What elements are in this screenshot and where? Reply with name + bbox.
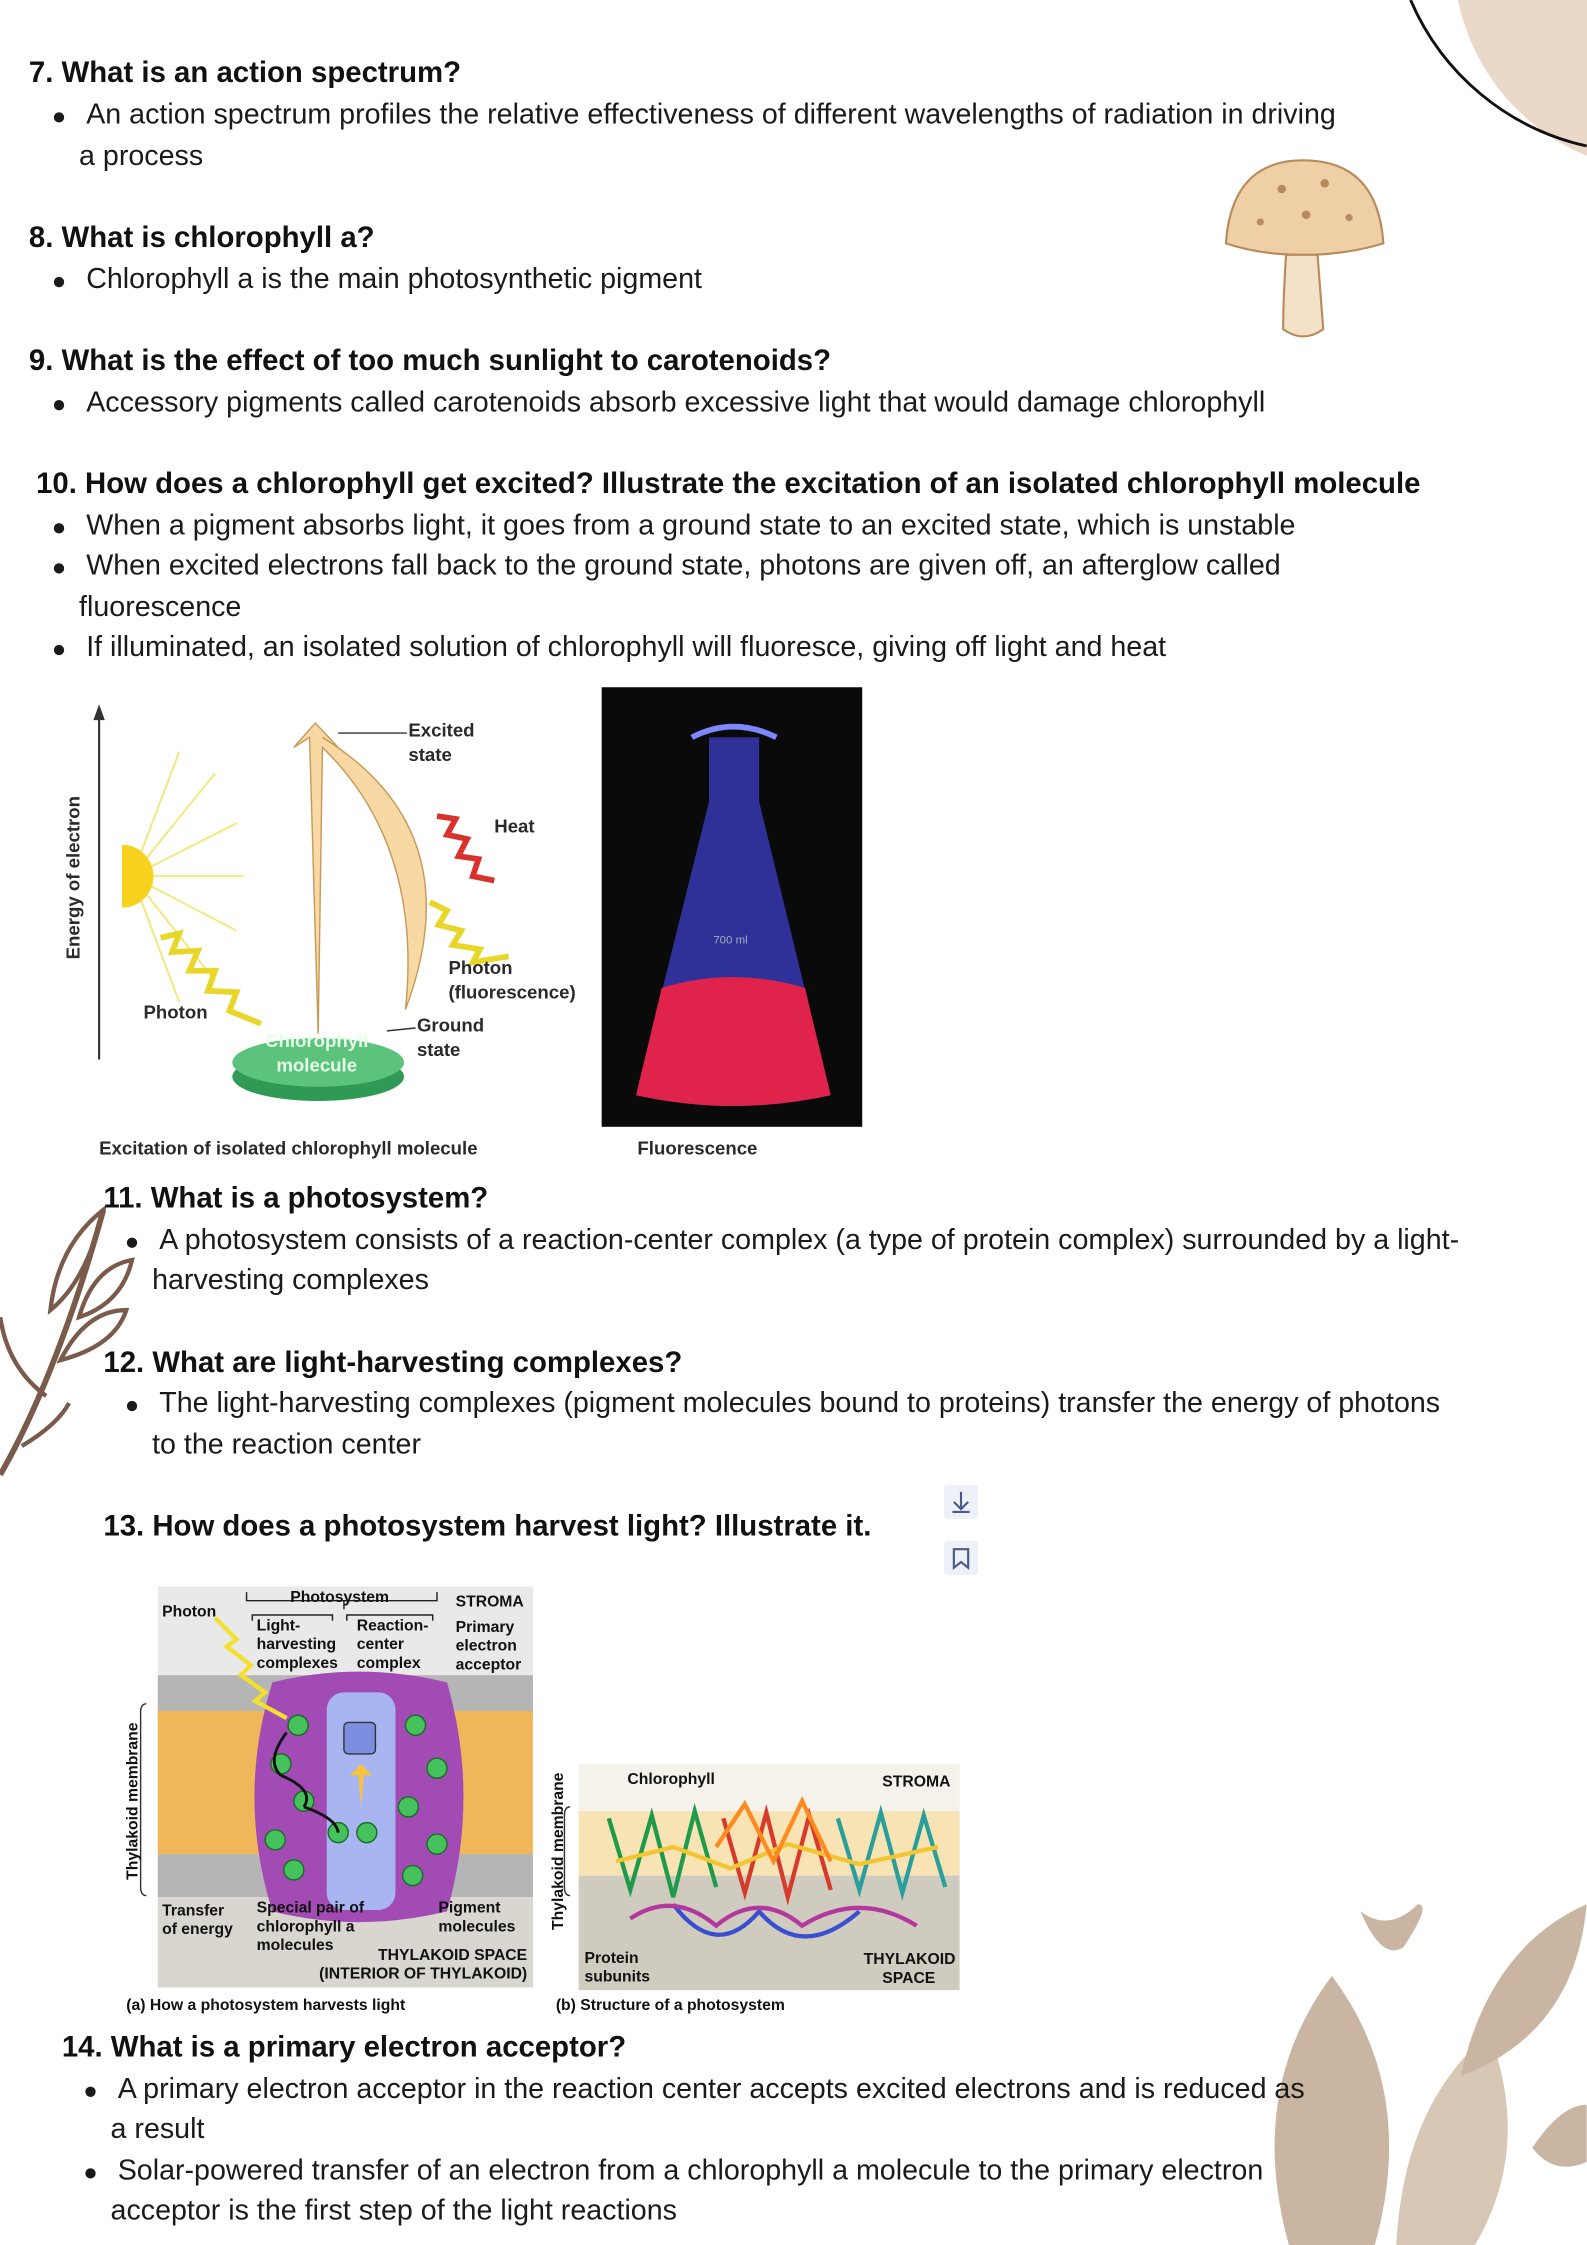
question-heading: 8. What is chlorophyll a? (29, 221, 375, 254)
bullet-text: A primary electron acceptor in the react… (118, 2073, 1305, 2105)
figure-label: Pigment (438, 1900, 501, 1917)
bullet-text: When excited electrons fall back to the … (86, 550, 1281, 582)
figure-label: STROMA (882, 1774, 950, 1791)
figure-label: complexes (257, 1655, 339, 1672)
figure-label: subunits (584, 1968, 650, 1985)
bullet-text: fluorescence (79, 591, 241, 623)
bullet-text: If illuminated, an isolated solution of … (86, 631, 1166, 663)
bullet-dot (53, 400, 65, 411)
figure-caption: Fluorescence (637, 1138, 757, 1159)
figure-label: Transfer (162, 1903, 224, 1920)
bullet-dot (53, 523, 65, 534)
bullet-dot (53, 563, 65, 574)
photosystem-figure: Photosystem STROMA Photon Light- harvest… (125, 1586, 960, 2014)
bullet-text: acceptor is the first step of the light … (111, 2195, 677, 2227)
branch-decoration (0, 1204, 135, 1477)
figure-label: of energy (162, 1921, 233, 1938)
bullet-text: Chlorophyll a is the main photosynthetic… (86, 263, 702, 295)
bullet-text: a process (79, 140, 203, 172)
bullet-dot (126, 1400, 138, 1412)
figure-label: Thylakoid membrane (125, 1722, 142, 1880)
figure-label: (fluorescence) (448, 982, 575, 1003)
figure-label: STROMA (456, 1593, 524, 1610)
bullet-dot (53, 276, 65, 288)
figure-label: Photon (448, 957, 512, 978)
bullet-text: An action spectrum profiles the relative… (86, 99, 1336, 131)
bookmark-button[interactable] (943, 1540, 979, 1575)
figure-label: Photon (143, 1002, 207, 1023)
figure-caption: Excitation of isolated chlorophyll molec… (99, 1138, 477, 1159)
figure-label: Heat (494, 815, 534, 836)
flask-mark: 700 ml (713, 935, 747, 947)
figure-label: molecule (276, 1055, 357, 1076)
bullet-dot (126, 1237, 138, 1248)
figure-label: Reaction- (357, 1618, 429, 1635)
figure-label: chlorophyll a (257, 1918, 355, 1935)
bullet-text: a result (111, 2113, 205, 2145)
question-heading: 14. What is a primary electron acceptor? (62, 2031, 626, 2064)
excitation-figure: Energy of electron Excited state Heat Ph… (63, 687, 863, 1159)
bullet-dot (85, 2086, 96, 2097)
bullet-dot (53, 644, 65, 656)
figure-label: complex (357, 1655, 421, 1672)
bullet-text: Accessory pigments called carotenoids ab… (86, 386, 1265, 418)
question-heading: 12. What are light-harvesting complexes? (103, 1346, 682, 1379)
figure-label: Ground (417, 1014, 484, 1035)
corner-decoration (1409, 0, 1587, 156)
bullet-text: to the reaction center (152, 1429, 421, 1461)
figure-label: THYLAKOID SPACE (378, 1947, 527, 1964)
mushroom-decoration (1224, 159, 1385, 338)
figure-label: Photosystem (290, 1589, 389, 1606)
figure-label: harvesting (257, 1636, 337, 1653)
figure-label: Chlorophyll (265, 1030, 368, 1051)
question-heading: 9. What is the effect of too much sunlig… (29, 344, 831, 377)
bullet-text: harvesting complexes (152, 1264, 429, 1296)
figure-label: THYLAKOID (864, 1951, 956, 1968)
figure-label: Protein (584, 1950, 638, 1967)
leaves-decoration (1274, 1904, 1587, 2245)
figure-label: center (357, 1636, 404, 1653)
bullet-text: Solar-powered transfer of an electron fr… (118, 2155, 1264, 2187)
figure-label: state (408, 744, 451, 765)
figure-label: Excited (408, 720, 474, 741)
bullet-text: When a pigment absorbs light, it goes fr… (86, 509, 1295, 541)
figure-caption: (a) How a photosystem harvests light (126, 1997, 406, 2014)
axis-label: Energy of electron (63, 796, 84, 959)
figure-label: state (417, 1039, 460, 1060)
figure-label: (INTERIOR OF THYLAKOID) (319, 1966, 527, 1983)
question-heading: 13. How does a photosystem harvest light… (103, 1509, 871, 1542)
figure-label: acceptor (456, 1656, 522, 1673)
question-heading: 10. How does a chlorophyll get excited? … (36, 467, 1420, 500)
figure-caption: (b) Structure of a photosystem (556, 1997, 785, 2014)
bullet-dot (85, 2168, 96, 2179)
figure-label: Primary (456, 1619, 515, 1636)
bullet-text: A photosystem consists of a reaction-cen… (159, 1224, 1459, 1256)
figure-label: SPACE (882, 1970, 935, 1987)
figure-label: Chlorophyll (627, 1771, 714, 1788)
figure-label: molecules (438, 1918, 515, 1935)
download-button[interactable] (943, 1484, 979, 1520)
figure-label: Light- (257, 1618, 301, 1635)
bullet-dot (53, 112, 65, 123)
question-heading: 7. What is an action spectrum? (29, 56, 461, 89)
question-heading: 11. What is a photosystem? (103, 1182, 488, 1215)
figure-label: Thylakoid membrane (550, 1772, 567, 1930)
figure-label: Photon (162, 1603, 216, 1620)
bullet-text: The light-harvesting complexes (pigment … (159, 1387, 1440, 1419)
figure-label: electron (456, 1638, 517, 1655)
figure-label: molecules (257, 1937, 334, 1954)
figure-label: Special pair of (257, 1900, 365, 1917)
